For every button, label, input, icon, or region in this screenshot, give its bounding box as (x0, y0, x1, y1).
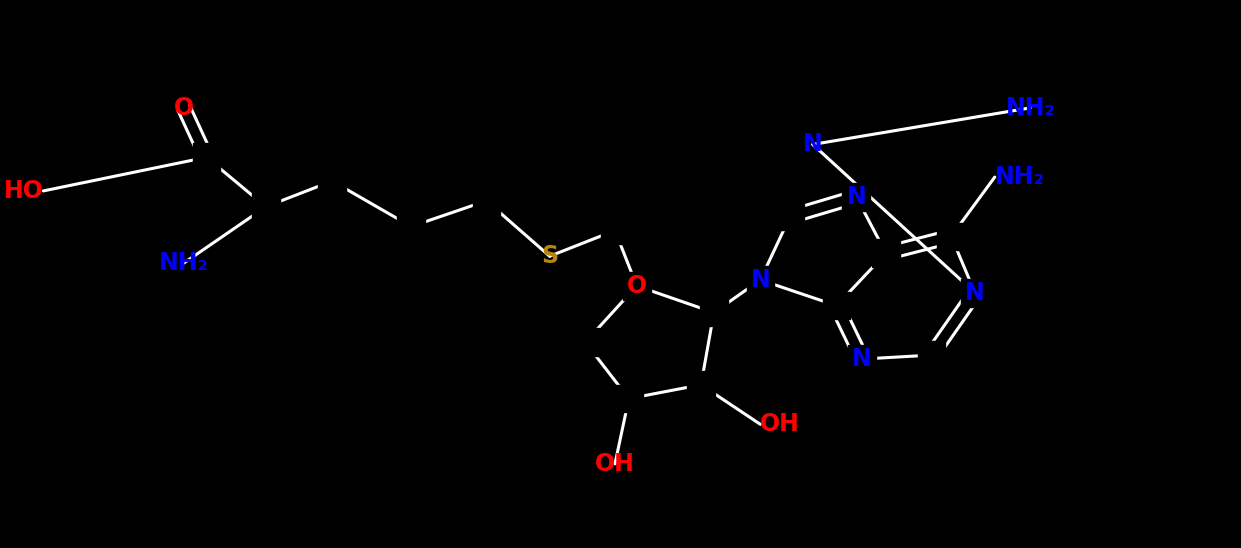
Text: OH: OH (761, 412, 800, 436)
Polygon shape (623, 272, 650, 300)
Polygon shape (252, 193, 279, 221)
Polygon shape (700, 299, 727, 327)
Text: O: O (627, 274, 647, 298)
Polygon shape (843, 183, 870, 210)
Polygon shape (823, 292, 850, 319)
Polygon shape (937, 222, 965, 250)
Polygon shape (961, 279, 989, 307)
Text: N: N (846, 185, 866, 209)
Polygon shape (872, 239, 900, 267)
Text: N: N (853, 347, 872, 371)
Text: OH: OH (594, 452, 635, 476)
Text: N: N (965, 281, 985, 305)
Text: NH₂: NH₂ (1005, 96, 1055, 120)
Polygon shape (747, 266, 774, 294)
Text: HO: HO (4, 179, 43, 203)
Polygon shape (397, 213, 426, 241)
Polygon shape (601, 216, 629, 244)
Polygon shape (473, 187, 500, 215)
Text: N: N (803, 133, 823, 156)
Polygon shape (616, 385, 643, 413)
Polygon shape (776, 203, 804, 231)
Text: N: N (751, 268, 771, 292)
Polygon shape (192, 144, 221, 171)
Text: O: O (174, 96, 194, 120)
Polygon shape (688, 371, 715, 398)
Polygon shape (318, 167, 346, 195)
Polygon shape (571, 328, 599, 356)
Polygon shape (917, 341, 946, 369)
Text: NH₂: NH₂ (159, 251, 208, 275)
Text: S: S (541, 244, 558, 268)
Text: NH₂: NH₂ (995, 165, 1045, 189)
Polygon shape (849, 345, 876, 373)
